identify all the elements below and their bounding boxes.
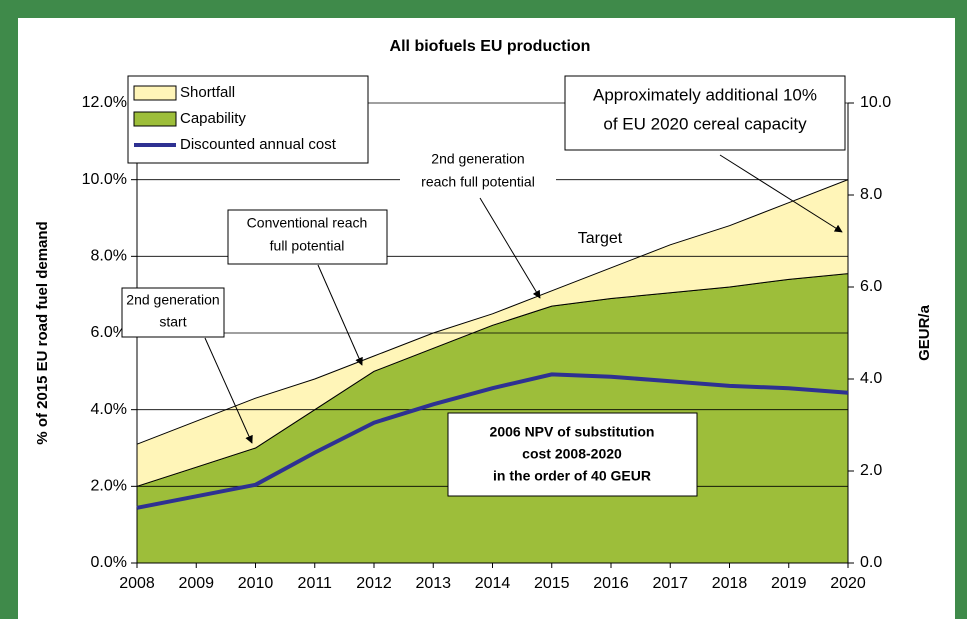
legend-swatch bbox=[133, 111, 177, 127]
x-tick-label: 2008 bbox=[119, 575, 155, 592]
annotation: start bbox=[159, 314, 186, 330]
arrow bbox=[719, 154, 843, 233]
y-tick-label: 6.0% bbox=[91, 324, 127, 341]
x-tick-label: 2011 bbox=[298, 575, 333, 592]
y-tick-label: 0.0% bbox=[91, 554, 127, 571]
y2-tick-label: 4.0 bbox=[860, 370, 882, 387]
legend-label: Shortfall bbox=[180, 84, 235, 101]
arrow bbox=[317, 264, 363, 366]
annotation: 2nd generation bbox=[126, 292, 219, 308]
annotation-box bbox=[447, 412, 698, 497]
x-tick-label: 2009 bbox=[178, 575, 214, 592]
y-tick-label: 12.0% bbox=[82, 94, 127, 111]
chart-title: All biofuels EU production bbox=[390, 38, 591, 55]
line bbox=[136, 372, 849, 510]
annotation: cost 2008-2020 bbox=[522, 446, 622, 462]
annotation-box bbox=[227, 209, 388, 265]
y2-tick-label: 10.0 bbox=[860, 94, 891, 111]
x-tick-label: 2018 bbox=[712, 575, 748, 592]
arrow bbox=[204, 337, 253, 444]
annotation: in the order of 40 GEUR bbox=[493, 468, 651, 484]
annotation-box bbox=[121, 287, 225, 338]
y-tick-label: 2.0% bbox=[91, 478, 127, 495]
y-tick-label: 4.0% bbox=[91, 401, 127, 418]
x-tick-label: 2013 bbox=[415, 575, 451, 592]
annotation: Conventional reach bbox=[247, 215, 368, 231]
annotation: full potential bbox=[270, 238, 345, 254]
y2-tick-label: 2.0 bbox=[860, 462, 882, 479]
arrow bbox=[479, 197, 541, 299]
annotation: reach full potential bbox=[421, 174, 535, 190]
y2-tick-label: 0.0 bbox=[860, 554, 882, 571]
annotation-box bbox=[564, 75, 846, 151]
y-tick-label: 8.0% bbox=[91, 248, 127, 265]
x-tick-label: 2015 bbox=[534, 575, 570, 592]
annotation: Approximately additional 10% bbox=[593, 85, 817, 104]
y2-axis-label: GEUR/a bbox=[916, 304, 933, 361]
annotation: of EU 2020 cereal capacity bbox=[603, 114, 807, 133]
x-tick-label: 2014 bbox=[475, 575, 511, 592]
legend-swatch bbox=[133, 85, 177, 101]
x-tick-label: 2016 bbox=[593, 575, 629, 592]
x-tick-label: 2020 bbox=[830, 575, 866, 592]
y-axis-label: % of 2015 EU road fuel demand bbox=[34, 221, 51, 444]
x-tick-label: 2019 bbox=[771, 575, 807, 592]
annotation: Target bbox=[578, 230, 623, 247]
x-tick-label: 2017 bbox=[652, 575, 688, 592]
y-tick-label: 10.0% bbox=[82, 171, 127, 188]
y2-tick-label: 6.0 bbox=[860, 278, 882, 295]
annotation-box bbox=[400, 147, 556, 195]
annotation: 2nd generation bbox=[431, 151, 524, 167]
x-tick-label: 2012 bbox=[356, 575, 392, 592]
legend-label: Discounted annual cost bbox=[180, 136, 337, 153]
y2-tick-label: 8.0 bbox=[860, 186, 882, 203]
x-tick-label: 2010 bbox=[238, 575, 274, 592]
annotation: 2006 NPV of substitution bbox=[490, 424, 655, 440]
legend-label: Capability bbox=[180, 110, 246, 127]
